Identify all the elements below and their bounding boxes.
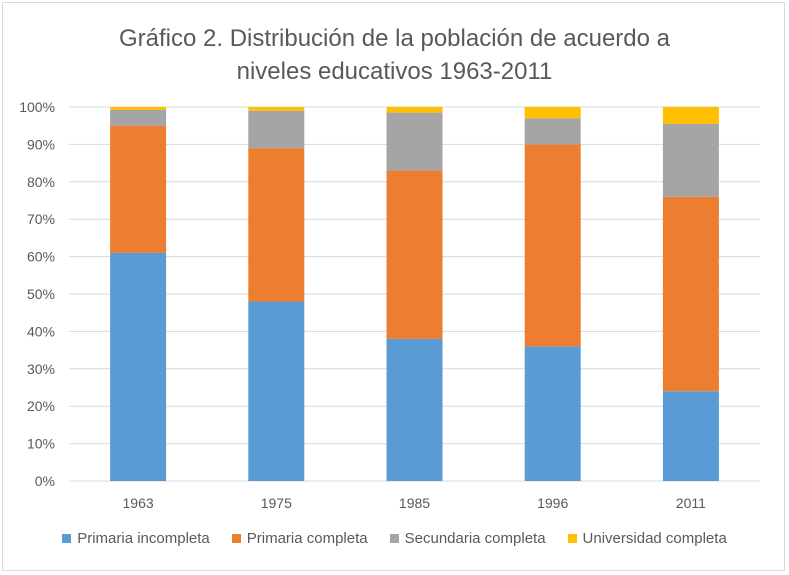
bar-segment-primaria-completa-1996	[524, 144, 581, 347]
bar-segment-secundaria-completa-1963	[110, 109, 167, 126]
x-tick-label: 1963	[123, 495, 154, 511]
legend-label: Universidad completa	[582, 530, 727, 547]
bar-segment-secundaria-completa-1975	[248, 110, 305, 149]
y-tick-label: 30%	[27, 361, 55, 377]
legend-swatch	[62, 534, 72, 543]
legend-item: Universidad completa	[567, 530, 727, 547]
y-tick-label: 40%	[27, 323, 55, 339]
bar-segment-universidad-completa-1963	[110, 107, 167, 110]
x-tick-label: 2011	[676, 495, 706, 511]
bar-segment-primaria-completa-1963	[110, 125, 167, 253]
bars	[110, 107, 719, 481]
legend-label: Primaria incompleta	[77, 530, 210, 547]
y-tick-label: 50%	[27, 286, 55, 302]
bar-segment-primaria-incompleta-2011	[662, 391, 719, 481]
chart-title: Gráfico 2. Distribución de la población …	[0, 22, 789, 88]
y-tick-label: 80%	[27, 174, 55, 190]
bar-segment-secundaria-completa-2011	[662, 123, 719, 197]
bar-segment-primaria-incompleta-1985	[386, 338, 443, 481]
bar-segment-secundaria-completa-1985	[386, 112, 443, 171]
bar-segment-primaria-incompleta-1975	[248, 301, 305, 481]
bar-segment-secundaria-completa-1996	[524, 118, 581, 145]
legend-swatch	[231, 534, 241, 543]
chart-title-line-1: Gráfico 2. Distribución de la población …	[119, 25, 670, 52]
y-tick-label: 70%	[27, 211, 55, 227]
y-tick-label: 60%	[27, 249, 55, 265]
legend-item: Primaria completa	[231, 530, 368, 547]
legend-swatch	[389, 534, 399, 543]
bar-segment-universidad-completa-1996	[524, 107, 581, 119]
legend-item: Secundaria completa	[389, 530, 546, 547]
x-axis: 1963 1975 1985 1996 2011	[123, 495, 707, 511]
legend-item: Primaria incompleta	[62, 530, 210, 547]
y-tick-label: 100%	[19, 99, 55, 115]
y-tick-label: 0%	[35, 473, 55, 489]
bar-segment-universidad-completa-1985	[386, 107, 443, 113]
legend-swatch	[567, 534, 577, 543]
x-tick-label: 1975	[261, 495, 292, 511]
bar-segment-primaria-completa-1985	[386, 170, 443, 339]
y-tick-label: 20%	[27, 398, 55, 414]
chart-title-line-2: niveles educativos 1963-2011	[236, 58, 553, 85]
bar-segment-universidad-completa-2011	[662, 107, 719, 124]
legend: Primaria incompleta Primaria completa Secu…	[0, 530, 789, 547]
bar-segment-primaria-completa-1975	[248, 148, 305, 302]
y-tick-label: 10%	[27, 436, 55, 452]
legend-label: Primaria completa	[246, 530, 368, 547]
bar-segment-primaria-incompleta-1996	[524, 346, 581, 481]
legend-label: Secundaria completa	[404, 530, 546, 547]
x-tick-label: 1985	[399, 495, 430, 511]
bar-segment-universidad-completa-1975	[248, 107, 305, 111]
x-tick-label: 1996	[537, 495, 568, 511]
y-axis: 0% 10% 20% 30% 40% 50% 60% 70% 80% 90% 100%	[19, 99, 55, 489]
y-tick-label: 90%	[27, 136, 55, 152]
bar-segment-primaria-incompleta-1963	[110, 252, 167, 481]
bar-segment-primaria-completa-2011	[662, 196, 719, 392]
